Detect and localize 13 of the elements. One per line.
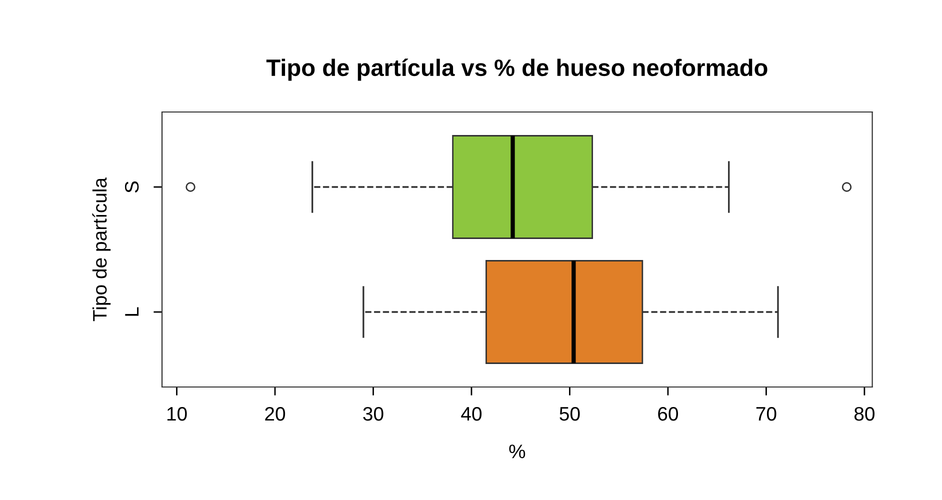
y-axis-title: Tipo de partícula [92,177,111,322]
x-tick-label: 80 [854,406,874,421]
x-tick-label: 50 [560,406,580,421]
x-tick-label: 10 [167,406,187,421]
x-tick-label: 40 [461,406,482,421]
x-axis-title: % [509,444,526,458]
chart-title: Tipo de partícula vs % de hueso neoformado [266,58,768,81]
x-tick-label: 30 [363,406,384,421]
y-tick-label: S [124,181,139,193]
x-tick-label: 60 [658,406,678,421]
y-tick-label: L [125,307,139,316]
x-tick-label: 70 [756,406,776,421]
x-tick-label: 20 [265,406,286,421]
